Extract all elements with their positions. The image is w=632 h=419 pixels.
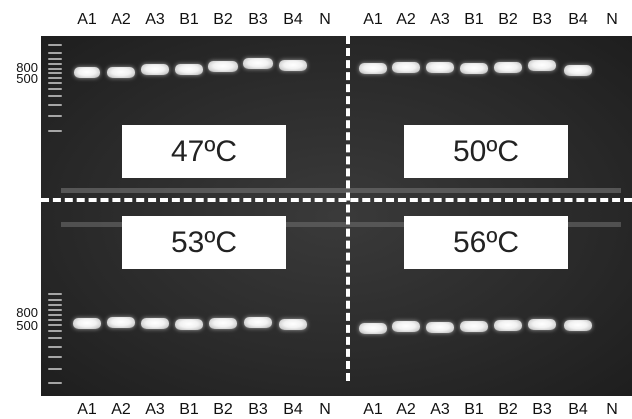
ladder-rung-top: [48, 115, 62, 117]
well-row: [61, 188, 621, 193]
bottom-left-lane-label-b1: B1: [179, 401, 199, 418]
top-left-lane-label-b3: B3: [248, 11, 268, 28]
bottom-left-lane-label-a2: A2: [111, 401, 131, 418]
ladder-rung-bottom: [48, 330, 62, 332]
ladder-rung-bottom: [48, 382, 62, 384]
dna-band-bottom-left-b3: [244, 317, 272, 328]
bottom-left-lane-label-b3: B3: [248, 401, 268, 418]
top-right-lane-label-a3: A3: [430, 11, 450, 28]
bottom-right-lane-label-a3: A3: [430, 401, 450, 418]
ladder-rung-top: [48, 130, 62, 132]
ladder-rung-bottom: [48, 319, 62, 321]
dna-band-bottom-right-a2: [392, 321, 420, 332]
dna-band-top-left-b2: [208, 61, 238, 72]
top-left-lane-label-a3: A3: [145, 11, 165, 28]
top-right-lane-label-a2: A2: [396, 11, 416, 28]
ladder-rung-bottom: [48, 304, 62, 306]
top-left-lane-label-b1: B1: [179, 11, 199, 28]
ladder-rung-bottom: [48, 368, 62, 370]
bottom-right-lane-label-a1: A1: [363, 401, 383, 418]
ladder-rung-top: [48, 68, 62, 70]
dna-band-bottom-right-a1: [359, 323, 387, 334]
ladder-rung-bottom: [48, 324, 62, 326]
marker-800-top: 800: [16, 60, 38, 75]
dna-band-top-left-b1: [175, 64, 203, 75]
marker-800-bottom: 800: [16, 305, 38, 320]
ladder-rung-bottom: [48, 293, 62, 295]
ladder-rung-bottom: [48, 314, 62, 316]
dna-band-top-left-b4: [279, 60, 307, 71]
bottom-right-lane-label-b3: B3: [532, 401, 552, 418]
ladder-rung-top: [48, 104, 62, 106]
dna-band-top-left-a3: [141, 64, 169, 75]
bottom-left-lane-label-a3: A3: [145, 401, 165, 418]
ladder-rung-top: [48, 82, 62, 84]
top-left-lane-label-n: N: [319, 11, 331, 28]
dna-band-top-left-b3: [243, 58, 273, 69]
top-left-lane-label-a2: A2: [111, 11, 131, 28]
top-right-lane-label-n: N: [606, 11, 618, 28]
top-left-lane-label-b4: B4: [283, 11, 303, 28]
dna-band-top-right-a2: [392, 62, 420, 73]
top-right-lane-label-b1: B1: [464, 11, 484, 28]
dna-band-top-right-b2: [494, 62, 522, 73]
dna-band-bottom-left-b4: [279, 319, 307, 330]
dna-band-bottom-right-b4: [564, 320, 592, 331]
ladder-rung-bottom: [48, 299, 62, 301]
bottom-right-lane-label-b1: B1: [464, 401, 484, 418]
bottom-left-lane-label-b4: B4: [283, 401, 303, 418]
bottom-right-lane-label-b2: B2: [498, 401, 518, 418]
dna-band-top-left-a1: [74, 67, 100, 78]
ladder-rung-top: [48, 52, 62, 54]
ladder-rung-top: [48, 58, 62, 60]
dna-band-top-right-a1: [359, 63, 387, 74]
ladder-rung-top: [48, 77, 62, 79]
marker-500-bottom: 500: [16, 318, 38, 333]
dna-band-bottom-right-b2: [494, 320, 522, 331]
horizontal-divider: [41, 198, 632, 202]
top-left-lane-label-b2: B2: [213, 11, 233, 28]
bottom-left-lane-label-b2: B2: [213, 401, 233, 418]
dna-band-bottom-left-b1: [175, 319, 203, 330]
dna-band-top-left-a2: [107, 67, 135, 78]
dna-band-bottom-left-b2: [209, 318, 237, 329]
bottom-right-lane-label-b4: B4: [568, 401, 588, 418]
dna-band-bottom-left-a1: [73, 318, 101, 329]
well-row: [61, 222, 621, 227]
top-left-lane-label-a1: A1: [77, 11, 97, 28]
temp-label-56: 56ºC: [404, 216, 568, 269]
vertical-divider: [346, 36, 350, 381]
ladder-rung-top: [48, 63, 62, 65]
marker-500-top: 500: [16, 71, 38, 86]
dna-band-top-right-b4: [564, 65, 592, 76]
temp-label-47: 47ºC: [122, 125, 286, 178]
dna-band-bottom-left-a3: [141, 318, 169, 329]
ladder-rung-top: [48, 44, 62, 46]
dna-band-top-right-b3: [528, 60, 556, 71]
bottom-left-lane-label-a1: A1: [77, 401, 97, 418]
ladder-rung-top: [48, 72, 62, 74]
dna-band-bottom-right-b1: [460, 321, 488, 332]
temp-label-50: 50ºC: [404, 125, 568, 178]
ladder-rung-top: [48, 88, 62, 90]
ladder-rung-bottom: [48, 356, 62, 358]
dna-band-top-right-b1: [460, 63, 488, 74]
dna-band-bottom-right-a3: [426, 322, 454, 333]
dna-band-bottom-right-b3: [528, 319, 556, 330]
bottom-right-lane-label-a2: A2: [396, 401, 416, 418]
bottom-left-lane-label-n: N: [319, 401, 331, 418]
dna-band-bottom-left-a2: [107, 317, 135, 328]
dna-band-top-right-a3: [426, 62, 454, 73]
bottom-right-lane-label-n: N: [606, 401, 618, 418]
ladder-rung-bottom: [48, 309, 62, 311]
top-right-lane-label-a1: A1: [363, 11, 383, 28]
ladder-rung-bottom: [48, 337, 62, 339]
top-right-lane-label-b4: B4: [568, 11, 588, 28]
top-right-lane-label-b2: B2: [498, 11, 518, 28]
top-right-lane-label-b3: B3: [532, 11, 552, 28]
ladder-rung-top: [48, 95, 62, 97]
temp-label-53: 53ºC: [122, 216, 286, 269]
ladder-rung-bottom: [48, 346, 62, 348]
